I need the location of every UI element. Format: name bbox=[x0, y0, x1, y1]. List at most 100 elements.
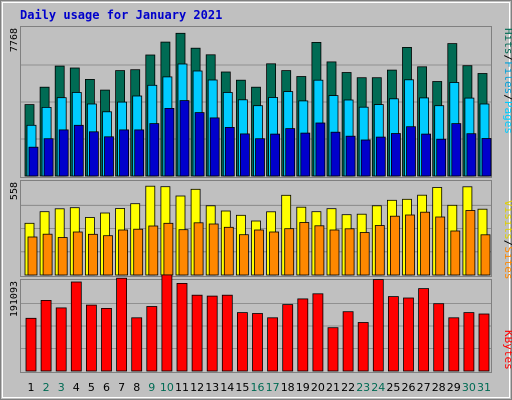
hits-legend: Hits/Files/Pages bbox=[502, 28, 512, 134]
sites-bar bbox=[208, 223, 219, 276]
kbytes-bar bbox=[372, 279, 384, 372]
pages-bar bbox=[255, 138, 265, 177]
day-label: 30 bbox=[462, 381, 476, 394]
sites-bar bbox=[103, 235, 113, 276]
hits-ymax-label: 7768 bbox=[9, 28, 20, 52]
sites-bar bbox=[435, 216, 446, 276]
pages-bar bbox=[330, 131, 341, 177]
sites-bar bbox=[27, 236, 38, 276]
kbytes-ymax-label: 191093 bbox=[9, 281, 20, 317]
pages-bar bbox=[436, 138, 447, 177]
day-label: 12 bbox=[190, 381, 204, 394]
sites-bar bbox=[42, 233, 53, 276]
sites-bar bbox=[178, 229, 189, 276]
kbytes-bar bbox=[418, 288, 430, 372]
pages-bar bbox=[209, 117, 220, 177]
day-label: 2 bbox=[43, 381, 50, 394]
pages-bar bbox=[134, 129, 145, 177]
pages-bar bbox=[28, 146, 39, 177]
day-label: 9 bbox=[148, 381, 155, 394]
legend-sites: Sites bbox=[502, 246, 512, 279]
pages-bar bbox=[89, 131, 99, 177]
visits-ymax-label: 558 bbox=[9, 182, 20, 200]
day-label: 18 bbox=[281, 381, 295, 394]
day-label: 28 bbox=[432, 381, 446, 394]
kbytes-bar bbox=[206, 295, 218, 372]
pages-bar bbox=[224, 127, 235, 177]
sites-bar bbox=[118, 229, 128, 276]
day-label: 13 bbox=[205, 381, 219, 394]
pages-bar bbox=[194, 112, 205, 177]
kbytes-bar bbox=[131, 317, 143, 372]
kbytes-bar bbox=[25, 317, 37, 372]
legend-sep-1: / bbox=[502, 55, 512, 62]
kbytes-bar bbox=[116, 277, 127, 372]
pages-bar bbox=[300, 132, 311, 177]
sites-bar bbox=[88, 233, 98, 276]
day-labels: 1 2 3 4 5 6 7 8 9 10 11 12 13 14 15 16 17 18 19 20 21 22 23 24 2… bbox=[28, 381, 492, 394]
legend-sep-2: / bbox=[502, 94, 512, 101]
kbytes-bar bbox=[146, 306, 158, 372]
day-label: 15 bbox=[235, 381, 249, 394]
kbytes-bar bbox=[267, 317, 279, 372]
sites-bar bbox=[344, 228, 355, 276]
kbytes-bar bbox=[387, 296, 399, 372]
kbytes-bar bbox=[282, 304, 294, 372]
day-label: 31 bbox=[477, 381, 491, 394]
kbytes-bar bbox=[463, 312, 475, 372]
pages-bar bbox=[179, 100, 190, 177]
day-label: 6 bbox=[103, 381, 110, 394]
pages-bar bbox=[360, 139, 371, 177]
day-label: 24 bbox=[371, 381, 385, 394]
kbytes-bar bbox=[357, 322, 369, 372]
sites-bar bbox=[148, 225, 159, 276]
day-label: 10 bbox=[160, 381, 174, 394]
pages-bar bbox=[58, 129, 69, 177]
kbytes-bar bbox=[433, 303, 445, 372]
sites-bar bbox=[133, 228, 144, 276]
legend-pages: Pages bbox=[502, 101, 512, 134]
day-label: 3 bbox=[58, 381, 65, 394]
legend-kbytes: KBytes bbox=[502, 330, 512, 370]
sites-bar bbox=[420, 211, 431, 276]
sites-bar bbox=[389, 215, 400, 276]
kbytes-bar bbox=[403, 297, 414, 372]
bars bbox=[24, 32, 492, 372]
pages-bar bbox=[104, 136, 114, 177]
day-label: 20 bbox=[311, 381, 325, 394]
kbytes-bar bbox=[297, 298, 309, 372]
day-label: 4 bbox=[73, 381, 80, 394]
sites-bar bbox=[314, 225, 325, 276]
legend-hits: Hits bbox=[502, 28, 512, 55]
legend-files: Files bbox=[502, 61, 512, 94]
kbytes-bar bbox=[161, 274, 173, 372]
kbytes-bar bbox=[312, 293, 324, 372]
sites-bar bbox=[374, 225, 385, 276]
sites-bar bbox=[284, 228, 295, 276]
chart-title: Daily usage for January 2021 bbox=[20, 8, 222, 22]
day-label: 26 bbox=[402, 381, 416, 394]
pages-bar bbox=[149, 123, 160, 177]
legend-visits: Visits bbox=[502, 200, 512, 240]
day-label: 8 bbox=[133, 381, 140, 394]
pages-bar bbox=[239, 133, 250, 177]
pages-bar bbox=[43, 138, 54, 177]
pages-bar bbox=[315, 122, 326, 177]
pages-bar bbox=[164, 108, 175, 177]
pages-bar bbox=[406, 126, 416, 177]
sites-bar bbox=[163, 222, 174, 276]
kbytes-bar bbox=[221, 294, 233, 372]
kbytes-bar bbox=[342, 311, 354, 372]
kbytes-bar bbox=[55, 307, 67, 372]
sites-bar bbox=[329, 229, 340, 276]
pages-bar bbox=[73, 124, 84, 177]
kbytes-bar bbox=[448, 317, 460, 372]
day-label: 29 bbox=[447, 381, 461, 394]
sites-bar bbox=[450, 230, 461, 276]
kbytes-bar bbox=[176, 282, 188, 372]
sites-bar bbox=[465, 210, 476, 276]
visits-legend: Visits/Sites bbox=[502, 200, 512, 280]
kbytes-bar bbox=[236, 312, 248, 372]
